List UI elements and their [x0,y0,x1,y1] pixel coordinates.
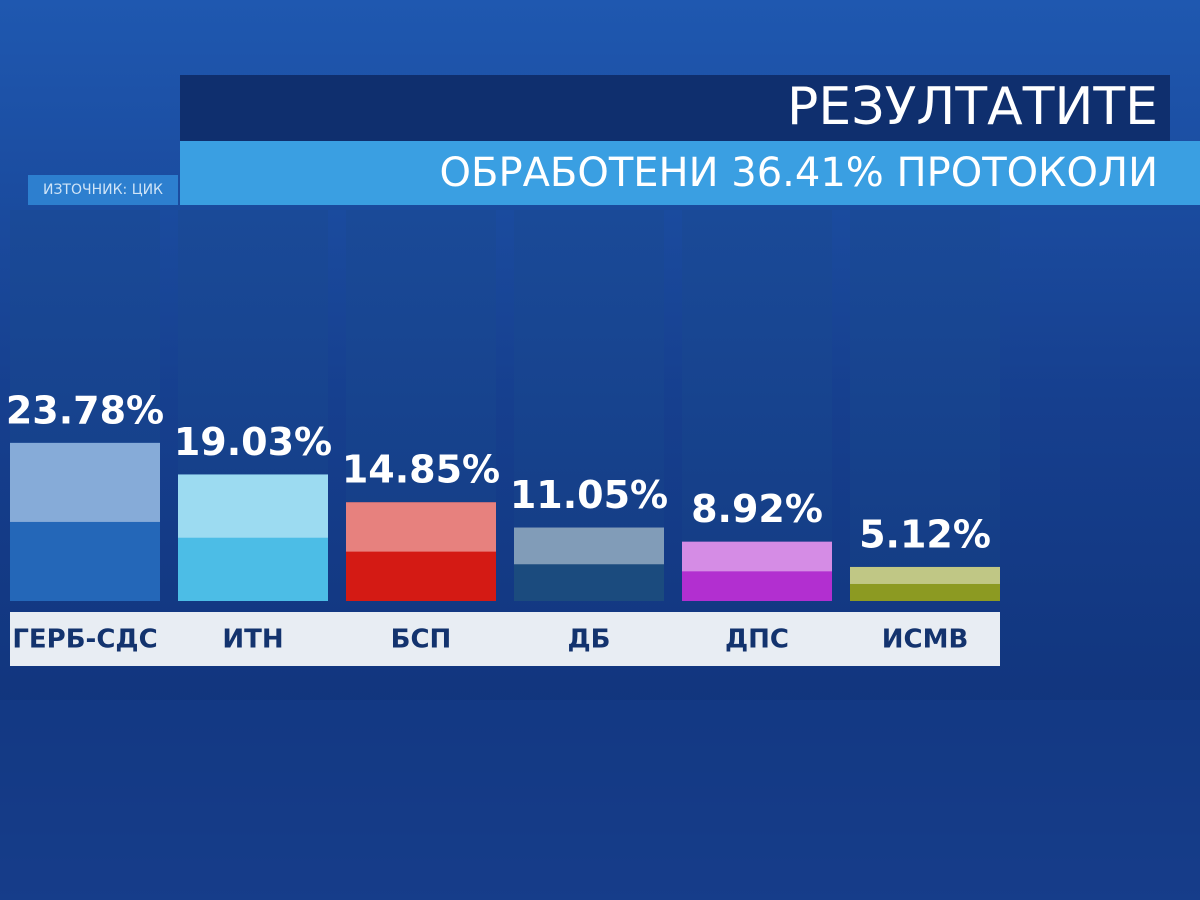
category-label: БСП [391,625,452,655]
category-label: ДПС [725,625,789,655]
bar-highlight [682,541,832,572]
value-label: 8.92% [691,487,823,531]
value-label: 23.78% [6,388,164,432]
label-strip [10,612,1000,666]
bar-highlight [850,566,1000,584]
bar-highlight [346,502,496,552]
source: ИЗТОЧНИК: ЦИК [43,182,163,198]
floor [0,700,1200,900]
value-label: 5.12% [859,512,991,556]
column-panel [682,210,832,601]
subtitle-bar [180,141,1200,205]
value-label: 11.05% [510,473,668,517]
category-label: ГЕРБ-СДС [12,625,157,655]
value-label: 19.03% [174,420,332,464]
bar [514,527,664,601]
bar [178,474,328,601]
title-bar [180,75,1170,141]
bar [346,502,496,601]
title: РЕЗУЛТАТИТЕ [787,77,1158,137]
bar-highlight [10,442,160,522]
category-label: ДБ [568,625,611,655]
bar-highlight [514,527,664,565]
subtitle: ОБРАБОТЕНИ 36.41% ПРОТОКОЛИ [440,150,1158,196]
bar [850,566,1000,601]
category-label: ИСМВ [882,625,969,655]
column-panel [850,210,1000,601]
bar [682,541,832,601]
bar [10,442,160,601]
value-label: 14.85% [342,448,500,492]
category-label: ИТН [222,625,283,655]
bar-highlight [178,474,328,538]
source-box [28,175,178,205]
